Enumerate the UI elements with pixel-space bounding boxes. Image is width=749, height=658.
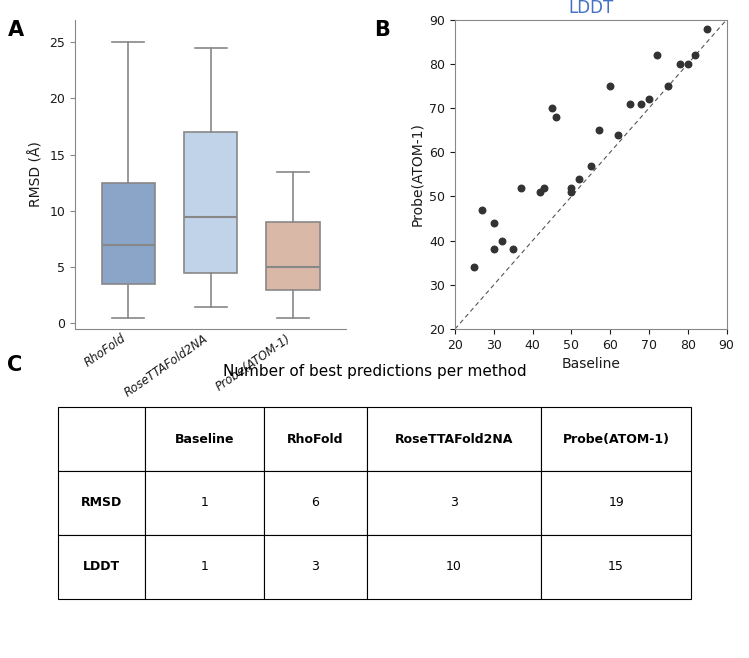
Text: Baseline: Baseline — [175, 433, 234, 445]
Point — [585, 161, 597, 171]
Bar — [58, 535, 145, 599]
Bar — [58, 407, 145, 471]
Point — [534, 187, 546, 197]
Point — [604, 81, 616, 91]
Point — [682, 59, 694, 69]
Text: Number of best predictions per method: Number of best predictions per method — [222, 364, 527, 379]
Text: C: C — [7, 355, 22, 375]
Bar — [366, 535, 541, 599]
Text: 3: 3 — [449, 497, 458, 509]
Bar — [145, 407, 264, 471]
Point — [643, 94, 655, 105]
Bar — [541, 535, 691, 599]
Text: RMSD: RMSD — [81, 497, 122, 509]
Y-axis label: Probe(ATOM-1): Probe(ATOM-1) — [410, 122, 424, 226]
Text: RoseTTAFold2NA: RoseTTAFold2NA — [395, 433, 513, 445]
Bar — [102, 183, 155, 284]
Text: Probe(ATOM-1): Probe(ATOM-1) — [562, 433, 670, 445]
Bar — [366, 407, 541, 471]
Text: LDDT: LDDT — [82, 560, 120, 573]
Point — [550, 112, 562, 122]
Point — [565, 182, 577, 193]
Text: A: A — [7, 20, 24, 39]
Text: 15: 15 — [608, 560, 624, 573]
Bar — [145, 535, 264, 599]
Point — [624, 99, 636, 109]
Point — [565, 187, 577, 197]
Bar — [366, 471, 541, 535]
Text: 3: 3 — [311, 560, 319, 573]
Bar — [264, 535, 366, 599]
Point — [690, 50, 702, 61]
Point — [635, 99, 647, 109]
Point — [507, 244, 519, 255]
Bar — [184, 132, 237, 273]
Point — [515, 182, 527, 193]
Text: 1: 1 — [200, 497, 208, 509]
Text: RhoFold: RhoFold — [287, 433, 343, 445]
Point — [496, 236, 508, 246]
Point — [701, 23, 713, 34]
Point — [662, 81, 674, 91]
X-axis label: Baseline: Baseline — [561, 357, 620, 371]
Title: LDDT: LDDT — [568, 0, 613, 17]
Point — [651, 50, 663, 61]
Point — [573, 174, 585, 184]
Point — [546, 103, 558, 113]
Point — [592, 125, 604, 136]
Point — [476, 205, 488, 215]
Bar — [264, 407, 366, 471]
Point — [612, 130, 624, 140]
Text: 19: 19 — [608, 497, 624, 509]
Point — [539, 182, 551, 193]
Point — [488, 218, 500, 228]
Bar — [264, 471, 366, 535]
Text: 1: 1 — [200, 560, 208, 573]
Bar — [541, 407, 691, 471]
Point — [674, 59, 686, 69]
Bar — [145, 471, 264, 535]
Text: B: B — [374, 20, 390, 39]
Text: 10: 10 — [446, 560, 461, 573]
Point — [488, 244, 500, 255]
Point — [468, 262, 480, 272]
Bar — [58, 471, 145, 535]
Y-axis label: RMSD (Å): RMSD (Å) — [29, 141, 43, 207]
Bar — [266, 222, 320, 290]
Bar — [541, 471, 691, 535]
Text: 6: 6 — [311, 497, 319, 509]
